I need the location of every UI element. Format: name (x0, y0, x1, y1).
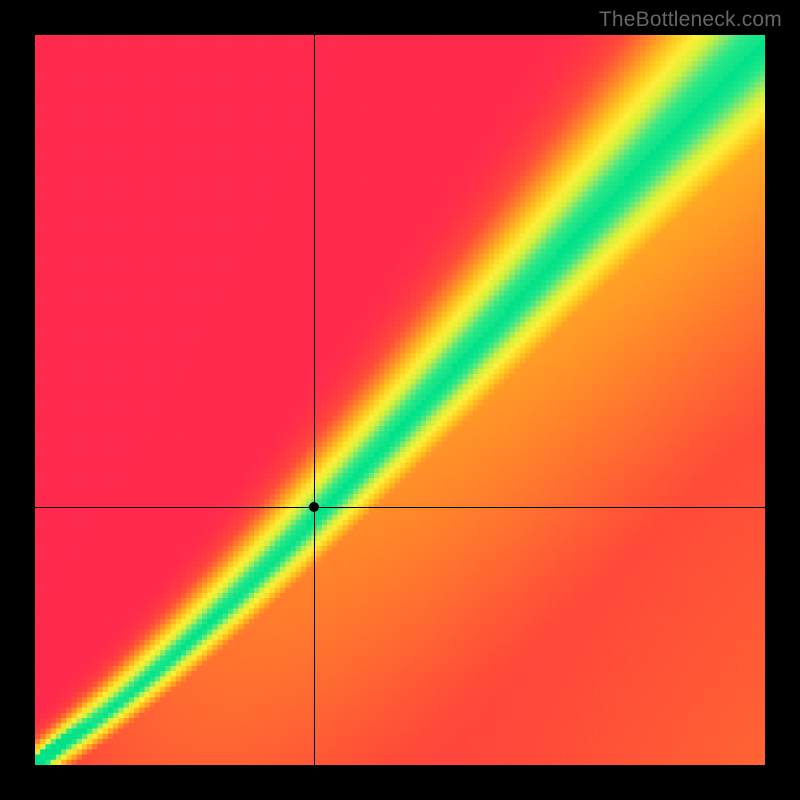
crosshair-vertical (314, 35, 315, 765)
chart-container: TheBottleneck.com (0, 0, 800, 800)
crosshair-marker (309, 502, 319, 512)
crosshair-horizontal (35, 507, 765, 508)
heatmap-canvas (35, 35, 765, 765)
plot-area (35, 35, 765, 765)
watermark-text: TheBottleneck.com (599, 8, 782, 32)
